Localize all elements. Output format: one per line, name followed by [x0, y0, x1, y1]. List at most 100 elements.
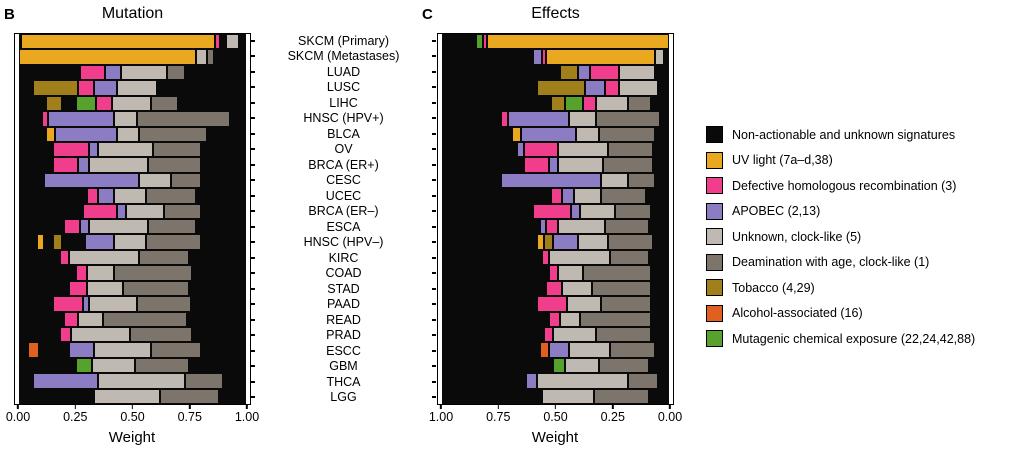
bar-segment-uv — [37, 234, 44, 250]
category-label: HNSC (HPV+) — [303, 111, 384, 125]
row-tick-left — [251, 101, 255, 104]
stacked-bar — [19, 296, 246, 312]
bar-segment-hr — [548, 311, 561, 328]
stacked-bar — [442, 311, 669, 328]
bar-segment-age — [166, 64, 185, 81]
bar-segment-age — [148, 157, 201, 173]
bar-segment-black — [442, 280, 547, 297]
bar-segment-unknown — [114, 111, 137, 127]
bar-segment-black — [189, 280, 246, 297]
bar-segment-unknown — [93, 388, 160, 405]
bar-segment-black — [19, 265, 76, 281]
bar-segment-black — [62, 234, 85, 250]
bar-segment-black — [19, 172, 44, 189]
row-tick-left — [251, 334, 255, 337]
bar-segment-black — [200, 342, 246, 358]
bar-segment-age — [603, 157, 654, 173]
legend-swatch-tobacco — [706, 279, 723, 296]
bar-segment-apobec — [48, 111, 115, 127]
bar-segment-age — [148, 219, 197, 235]
bar-segment-tobacco — [551, 95, 565, 112]
bar-segment-black — [19, 342, 29, 358]
bar-segment-black — [655, 342, 669, 358]
category-labels: SKCM (Primary) SKCM (Metastases) LUAD LUSC L… — [251, 33, 436, 405]
stacked-bar — [19, 234, 246, 250]
category-label: CESC — [326, 173, 361, 187]
x-axis-tick: 0.50 — [543, 405, 568, 424]
bar-segment-black — [648, 357, 669, 374]
row-tick-right — [432, 148, 436, 151]
stacked-bar — [442, 342, 669, 358]
bar-segment-black — [442, 219, 540, 235]
bar-segment-age — [628, 172, 656, 189]
category-label: LUSC — [326, 80, 361, 94]
legend-swatch-chem — [706, 330, 723, 347]
category-label: ESCC — [326, 343, 361, 358]
tick-mark — [246, 405, 248, 409]
tick-mark — [74, 405, 76, 409]
x-axis-tick: 0.00 — [658, 405, 682, 424]
row-tick-left — [251, 241, 255, 244]
bar-segment-hr — [96, 95, 113, 112]
bar-segment-unknown — [225, 34, 240, 50]
stacked-bar — [442, 219, 669, 235]
bar-segment-apobec — [116, 203, 126, 220]
legend-item: Unknown, clock-like (5) — [706, 228, 975, 245]
bar-segment-black — [19, 203, 83, 220]
stacked-bar — [442, 327, 669, 343]
bar-segment-black — [19, 80, 33, 96]
bar-segment-black — [442, 388, 542, 405]
category-row: OV — [251, 142, 436, 158]
stacked-bar — [19, 157, 246, 173]
bar-segment-age — [591, 280, 651, 297]
tick-label: 0.75 — [177, 410, 202, 424]
bar-segment-unknown — [87, 280, 124, 297]
tick-label: 0.00 — [5, 410, 31, 424]
row-tick-right — [432, 241, 436, 244]
bar-segment-apobec — [98, 188, 115, 204]
panel-c-plot — [437, 33, 674, 405]
bar-segment-hr — [501, 111, 508, 127]
bar-segment-black — [655, 64, 669, 81]
bar-segment-apobec — [78, 157, 90, 173]
bar-segment-black — [442, 296, 538, 312]
stacked-bar — [19, 357, 246, 374]
bar-segment-tobacco — [537, 80, 586, 96]
category-label: LUAD — [326, 64, 361, 79]
bar-segment-black — [659, 111, 669, 127]
category-row: UCEC — [251, 188, 436, 204]
category-label: PAAD — [326, 297, 361, 311]
bar-segment-uv — [512, 126, 522, 142]
bar-segment-apobec — [501, 172, 601, 189]
bar-segment-apobec — [93, 80, 117, 96]
bar-segment-black — [239, 34, 246, 50]
bar-segment-apobec — [89, 141, 99, 158]
bar-segment-hr — [87, 188, 99, 204]
panel-c-letter: C — [422, 6, 433, 23]
row-tick-left — [251, 303, 255, 306]
bar-segment-age — [607, 141, 654, 158]
bar-segment-black — [646, 188, 669, 204]
bar-segment-age — [207, 49, 215, 65]
bar-segment-hr — [605, 80, 620, 96]
bar-segment-age — [146, 188, 197, 204]
legend-label: Mutagenic chemical exposure (22,24,42,88… — [732, 331, 976, 346]
tick-mark — [669, 405, 671, 409]
legend-item: UV light (7a–d,38) — [706, 151, 975, 169]
bar-segment-black — [657, 373, 669, 389]
legend-label: APOBEC (2,13) — [732, 204, 821, 218]
bar-segment-age — [184, 373, 224, 389]
tick-mark — [17, 405, 19, 409]
bar-segment-black — [442, 64, 561, 81]
stacked-bar — [442, 64, 669, 81]
row-tick-right — [432, 101, 436, 104]
category-label: SKCM (Primary) — [298, 33, 389, 48]
x-axis-tick: 0.25 — [601, 405, 625, 424]
bar-segment-black — [43, 234, 54, 250]
row-tick-right — [432, 303, 436, 306]
category-label: LGG — [330, 390, 357, 404]
bar-segment-unknown — [596, 95, 629, 112]
bar-segment-unknown — [116, 80, 158, 96]
x-axis-tick: 1.00 — [429, 405, 453, 424]
bar-segment-black — [219, 34, 226, 50]
